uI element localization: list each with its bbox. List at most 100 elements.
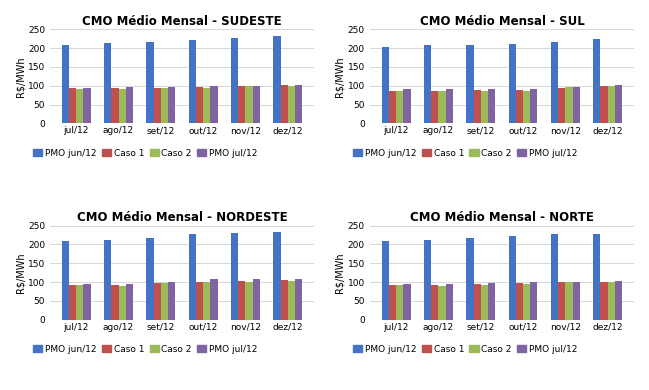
Bar [446,89,453,123]
Bar [245,86,252,123]
Bar [432,285,439,320]
Bar [189,234,196,320]
Legend: PMO jun/12, Caso 1, Caso 2, PMO jul/12: PMO jun/12, Caso 1, Caso 2, PMO jul/12 [33,149,257,158]
Bar [558,282,565,320]
Bar [530,282,537,320]
Bar [112,285,119,320]
Bar [189,40,196,123]
Bar [488,89,495,123]
Bar [77,89,84,123]
Bar [238,281,245,320]
Bar [481,285,488,320]
Bar [615,281,622,320]
Bar [203,88,210,123]
Bar [252,279,260,320]
Bar [607,86,615,123]
Bar [62,241,69,320]
Bar [154,283,161,320]
Bar [382,241,389,320]
Bar [474,90,481,123]
Bar [382,47,389,123]
Title: CMO Médio Mensal - NORTE: CMO Médio Mensal - NORTE [410,211,594,224]
Bar [558,88,565,123]
Bar [488,283,495,320]
Y-axis label: R$/MWh: R$/MWh [335,56,345,97]
Bar [439,285,446,320]
Bar [565,87,572,123]
Bar [196,87,203,123]
Bar [565,282,572,320]
Bar [467,238,474,320]
Legend: PMO jun/12, Caso 1, Caso 2, PMO jul/12: PMO jun/12, Caso 1, Caso 2, PMO jul/12 [33,345,257,354]
Bar [112,88,119,123]
Bar [77,285,84,320]
Bar [210,86,217,123]
Bar [252,86,260,123]
Bar [273,232,280,320]
Bar [615,85,622,123]
Bar [389,285,396,320]
Bar [432,90,439,123]
Bar [161,283,168,320]
Bar [593,234,600,320]
Bar [273,36,280,123]
Bar [295,280,302,320]
Bar [424,45,432,123]
Bar [126,87,133,123]
Bar [439,91,446,123]
Bar [119,89,126,123]
Bar [288,86,295,123]
Bar [126,284,133,320]
Bar [523,284,530,320]
Y-axis label: R$/MWh: R$/MWh [15,56,25,97]
Bar [396,285,404,320]
Legend: PMO jun/12, Caso 1, Caso 2, PMO jul/12: PMO jun/12, Caso 1, Caso 2, PMO jul/12 [353,149,577,158]
Bar [551,234,558,320]
Bar [572,282,580,320]
Bar [147,238,154,320]
Bar [168,87,175,123]
Bar [168,282,175,320]
Bar [467,45,474,123]
Bar [280,85,288,123]
Bar [119,285,126,320]
Bar [288,281,295,320]
Bar [196,282,203,320]
Bar [600,86,607,123]
Bar [203,282,210,320]
Bar [161,88,168,123]
Title: CMO Médio Mensal - NORDESTE: CMO Médio Mensal - NORDESTE [77,211,288,224]
Bar [147,42,154,123]
Bar [404,284,411,320]
Bar [516,90,523,123]
Bar [509,44,516,123]
Bar [210,280,217,320]
Title: CMO Médio Mensal - SUL: CMO Médio Mensal - SUL [419,15,584,28]
Bar [593,39,600,123]
Bar [104,43,112,123]
Bar [295,85,302,123]
Bar [231,38,238,123]
Bar [600,282,607,320]
Bar [572,87,580,123]
Bar [516,283,523,320]
Bar [389,90,396,123]
Bar [69,88,77,123]
Bar [607,282,615,320]
Bar [523,90,530,123]
Bar [62,45,69,123]
Bar [280,280,288,320]
Legend: PMO jun/12, Caso 1, Caso 2, PMO jul/12: PMO jun/12, Caso 1, Caso 2, PMO jul/12 [353,345,577,354]
Y-axis label: R$/MWh: R$/MWh [15,252,25,293]
Title: CMO Médio Mensal - SUDESTE: CMO Médio Mensal - SUDESTE [82,15,282,28]
Bar [530,89,537,123]
Y-axis label: R$/MWh: R$/MWh [335,252,345,293]
Bar [104,239,112,320]
Bar [481,90,488,123]
Bar [154,88,161,123]
Bar [238,86,245,123]
Bar [446,284,453,320]
Bar [396,91,404,123]
Bar [551,42,558,123]
Bar [404,89,411,123]
